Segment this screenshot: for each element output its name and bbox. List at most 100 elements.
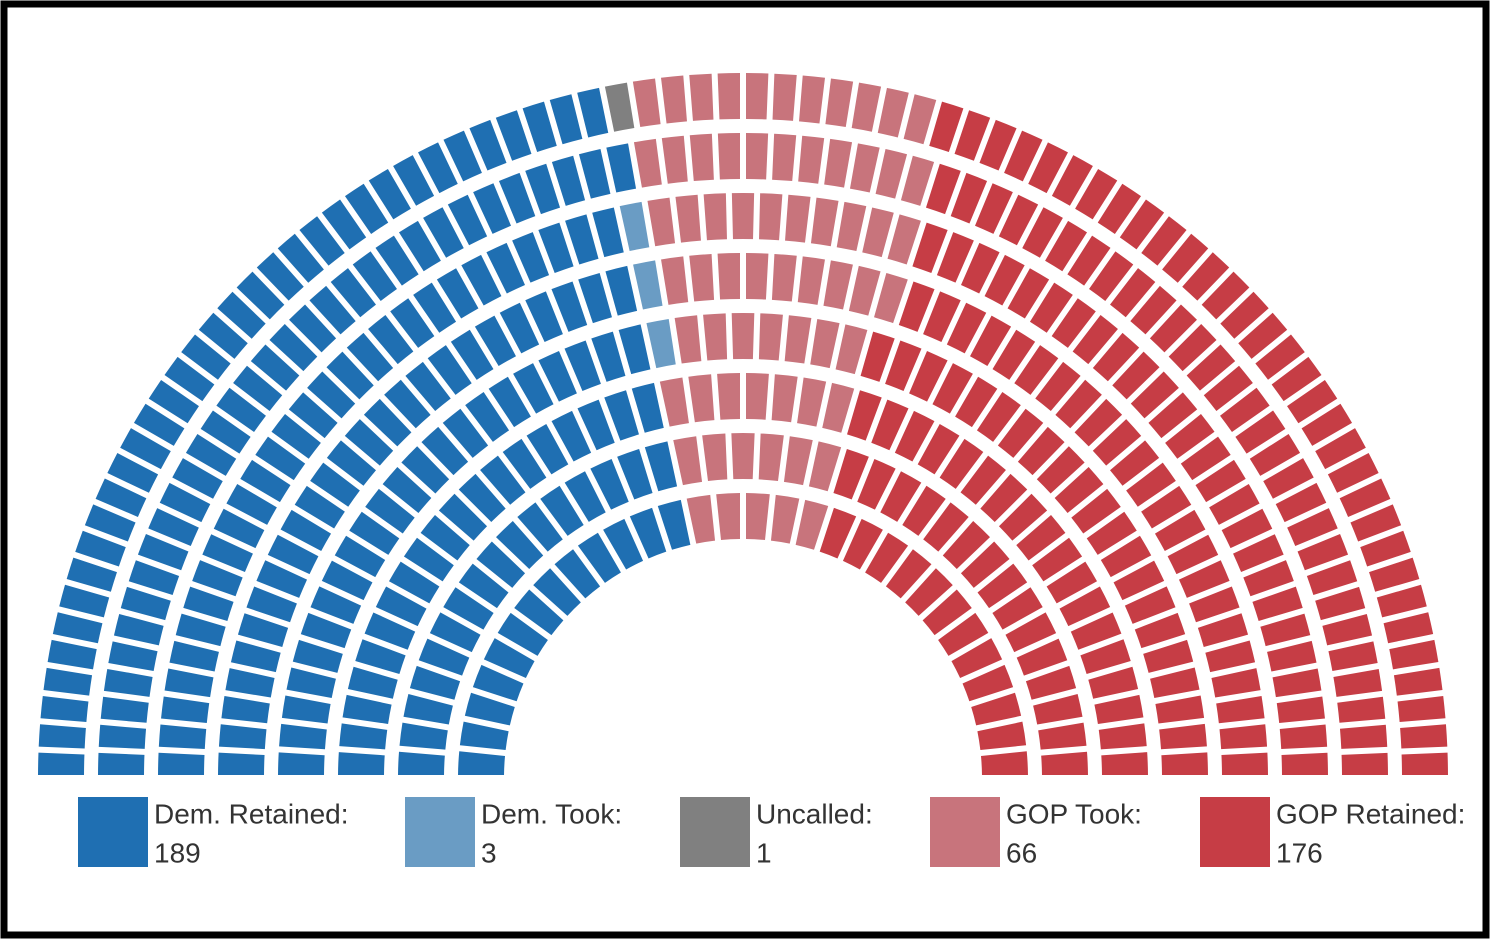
seat [98,724,147,749]
seat [975,183,1013,234]
legend-value: 1 [756,837,772,868]
seat [939,438,984,489]
seat [1155,695,1205,724]
seat [159,482,211,523]
seat [158,752,205,775]
seat [887,214,921,265]
seat [902,485,946,536]
seat [1360,530,1411,567]
seat [951,638,1003,679]
seat [202,534,253,572]
seat [1235,410,1286,454]
seat [644,441,678,492]
seat [822,382,855,433]
seat [474,315,516,367]
seat [633,260,663,310]
seat [592,207,624,258]
seat [1094,694,1144,724]
seat [632,78,661,128]
seat [405,361,451,411]
seat [909,350,948,402]
seat [321,560,373,601]
seat [661,256,689,305]
seat [128,560,180,596]
legend-swatch [680,797,750,867]
seat [342,694,392,724]
seat [225,668,275,698]
seat [522,101,557,152]
seat [746,493,770,541]
seat [344,183,389,234]
seat [797,377,827,427]
seat [1141,485,1192,529]
seat [731,193,755,240]
seat [619,201,650,252]
seat [1119,199,1165,250]
seat [526,423,569,475]
seat [181,334,231,380]
seat [759,193,783,241]
seat [971,692,1022,726]
seat [1201,271,1250,320]
seat [344,419,394,466]
seat [551,410,592,462]
seat [255,436,306,481]
seat [236,271,285,320]
seat [703,313,728,361]
seat [1255,334,1305,380]
seat [1328,641,1378,672]
seat [1389,639,1439,670]
seat [267,534,319,575]
seat [703,193,727,241]
seat [865,532,909,583]
seat [783,436,813,486]
seat [458,473,506,523]
seat [689,253,715,302]
legend-swatch [1200,797,1270,867]
seat [436,268,479,319]
seat [954,110,991,161]
seat [525,291,563,343]
seat [925,163,961,215]
seat [1100,535,1152,578]
seat [512,232,550,283]
seat [912,222,948,273]
seat [797,256,825,305]
seat [1045,220,1088,272]
seat [717,133,740,180]
seat [281,695,331,724]
seat [746,373,769,420]
seat [169,640,219,672]
seat [1161,752,1208,775]
seat [334,535,386,578]
seat [798,135,825,184]
seat [443,587,494,630]
seat [1209,484,1260,525]
seat [862,207,894,258]
seat [538,222,574,273]
seat [472,664,524,702]
seat [38,724,86,749]
seat [375,586,427,627]
seat [447,194,488,246]
seat [617,449,653,500]
seat [1195,459,1246,503]
seat [900,155,935,206]
seat [849,143,880,193]
seat [1025,665,1077,700]
seat [1339,478,1391,517]
seat [1221,508,1273,549]
seat [107,453,159,493]
seat [1033,693,1083,725]
seat [496,521,544,569]
seat [746,253,769,300]
seat [1130,371,1179,419]
seat [689,73,714,121]
seat [1243,560,1294,597]
seat [355,639,406,674]
seat [292,639,343,673]
seat [979,119,1017,171]
seat [401,446,450,494]
seat [551,281,588,332]
seat [1017,426,1065,476]
